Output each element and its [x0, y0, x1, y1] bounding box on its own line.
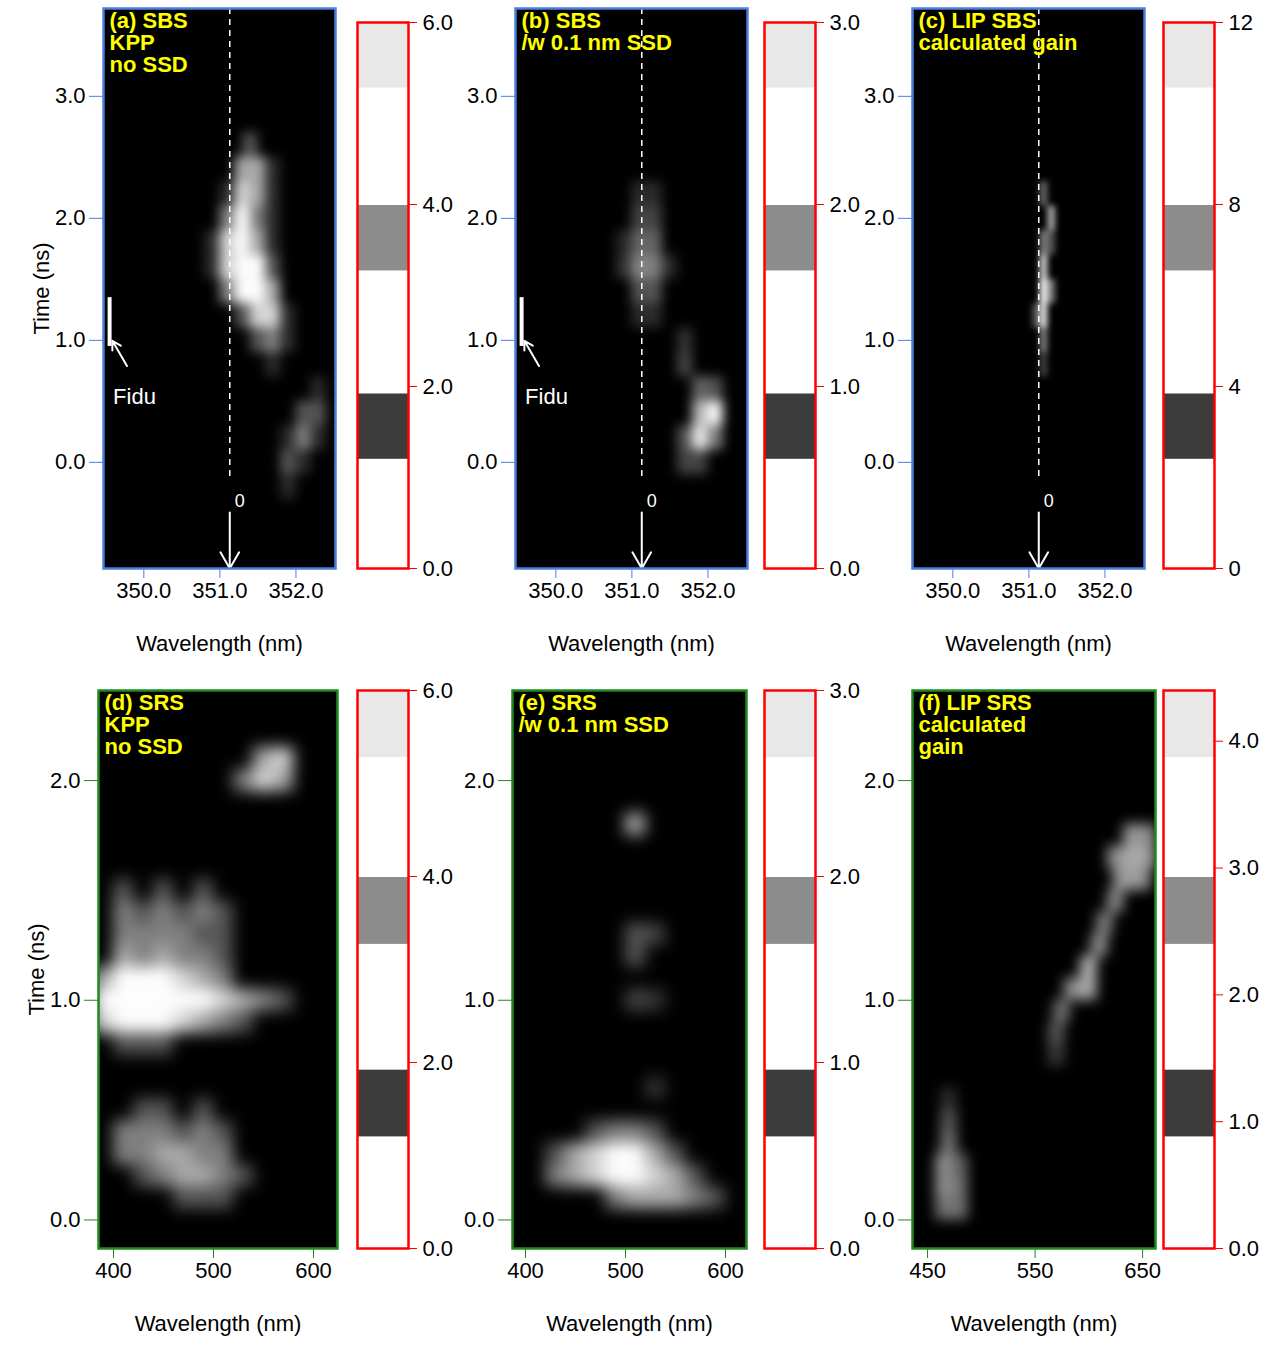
svg-text:(d) SRSKPPno SSD: (d) SRSKPPno SSD [105, 690, 184, 759]
svg-text:0.0: 0.0 [467, 449, 498, 474]
svg-text:3.0: 3.0 [467, 83, 498, 108]
svg-text:0.0: 0.0 [830, 556, 861, 581]
svg-text:351.0: 351.0 [1001, 578, 1056, 603]
svg-text:2.0: 2.0 [864, 205, 895, 230]
svg-text:351.0: 351.0 [604, 578, 659, 603]
svg-text:2.0: 2.0 [830, 192, 861, 217]
svg-text:352.0: 352.0 [1077, 578, 1132, 603]
svg-text:Wavelength (nm): Wavelength (nm) [945, 631, 1112, 656]
svg-text:2.0: 2.0 [464, 768, 495, 793]
svg-text:352.0: 352.0 [680, 578, 735, 603]
svg-text:Time (ns): Time (ns) [24, 923, 49, 1015]
svg-text:0.0: 0.0 [864, 449, 895, 474]
svg-text:0.0: 0.0 [423, 1236, 454, 1261]
svg-text:500: 500 [607, 1258, 644, 1283]
svg-text:(e) SRS/w 0.1 nm SSD: (e) SRS/w 0.1 nm SSD [519, 690, 669, 737]
svg-text:Fidu: Fidu [113, 384, 156, 409]
svg-text:400: 400 [507, 1258, 544, 1283]
svg-text:0: 0 [235, 491, 245, 511]
svg-text:4: 4 [1229, 374, 1241, 399]
svg-text:1.0: 1.0 [55, 327, 86, 352]
svg-text:8: 8 [1229, 192, 1241, 217]
svg-text:1.0: 1.0 [864, 987, 895, 1012]
svg-text:2.0: 2.0 [864, 768, 895, 793]
svg-text:2.0: 2.0 [55, 205, 86, 230]
svg-text:0.0: 0.0 [50, 1207, 81, 1232]
svg-text:Wavelength (nm): Wavelength (nm) [951, 1311, 1118, 1336]
svg-text:1.0: 1.0 [1229, 1109, 1260, 1134]
svg-text:6.0: 6.0 [423, 10, 454, 35]
svg-text:1.0: 1.0 [830, 374, 861, 399]
svg-text:(f) LIP SRScalculatedgain: (f) LIP SRScalculatedgain [919, 690, 1032, 759]
svg-text:2.0: 2.0 [50, 768, 81, 793]
svg-text:(b) SBS/w 0.1 nm SSD: (b) SBS/w 0.1 nm SSD [522, 8, 672, 55]
svg-text:650: 650 [1124, 1258, 1161, 1283]
svg-text:Fidu: Fidu [525, 384, 568, 409]
svg-text:4.0: 4.0 [423, 864, 454, 889]
svg-text:352.0: 352.0 [268, 578, 323, 603]
svg-text:Wavelength (nm): Wavelength (nm) [135, 1311, 302, 1336]
svg-text:2.0: 2.0 [1229, 982, 1260, 1007]
svg-text:2.0: 2.0 [467, 205, 498, 230]
svg-text:400: 400 [95, 1258, 132, 1283]
svg-text:0.0: 0.0 [1229, 1236, 1260, 1261]
svg-text:(a) SBSKPPno SSD: (a) SBSKPPno SSD [110, 8, 188, 77]
svg-text:0: 0 [1044, 491, 1054, 511]
svg-text:600: 600 [707, 1258, 744, 1283]
svg-text:3.0: 3.0 [830, 678, 861, 703]
svg-text:1.0: 1.0 [864, 327, 895, 352]
svg-text:450: 450 [909, 1258, 946, 1283]
svg-text:Wavelength (nm): Wavelength (nm) [546, 1311, 713, 1336]
svg-text:3.0: 3.0 [864, 83, 895, 108]
svg-text:(c) LIP SBScalculated gain: (c) LIP SBScalculated gain [919, 8, 1078, 55]
svg-text:351.0: 351.0 [192, 578, 247, 603]
svg-text:500: 500 [195, 1258, 232, 1283]
svg-text:Wavelength (nm): Wavelength (nm) [136, 631, 303, 656]
svg-text:0.0: 0.0 [423, 556, 454, 581]
svg-text:1.0: 1.0 [50, 987, 81, 1012]
svg-text:4.0: 4.0 [1229, 728, 1260, 753]
svg-text:0: 0 [647, 491, 657, 511]
svg-text:3.0: 3.0 [55, 83, 86, 108]
svg-text:2.0: 2.0 [423, 374, 454, 399]
svg-text:350.0: 350.0 [528, 578, 583, 603]
svg-text:2.0: 2.0 [423, 1050, 454, 1075]
svg-text:550: 550 [1017, 1258, 1054, 1283]
svg-text:350.0: 350.0 [116, 578, 171, 603]
svg-text:0.0: 0.0 [830, 1236, 861, 1261]
svg-text:1.0: 1.0 [830, 1050, 861, 1075]
svg-text:3.0: 3.0 [1229, 855, 1260, 880]
svg-text:1.0: 1.0 [467, 327, 498, 352]
svg-text:0.0: 0.0 [464, 1207, 495, 1232]
svg-text:0: 0 [1229, 556, 1241, 581]
svg-text:0.0: 0.0 [55, 449, 86, 474]
svg-text:Time (ns): Time (ns) [29, 242, 54, 334]
svg-text:Wavelength (nm): Wavelength (nm) [548, 631, 715, 656]
svg-text:0.0: 0.0 [864, 1207, 895, 1232]
svg-text:3.0: 3.0 [830, 10, 861, 35]
svg-text:600: 600 [295, 1258, 332, 1283]
svg-text:350.0: 350.0 [925, 578, 980, 603]
svg-text:12: 12 [1229, 10, 1253, 35]
svg-text:4.0: 4.0 [423, 192, 454, 217]
svg-text:6.0: 6.0 [423, 678, 454, 703]
svg-text:2.0: 2.0 [830, 864, 861, 889]
svg-text:1.0: 1.0 [464, 987, 495, 1012]
